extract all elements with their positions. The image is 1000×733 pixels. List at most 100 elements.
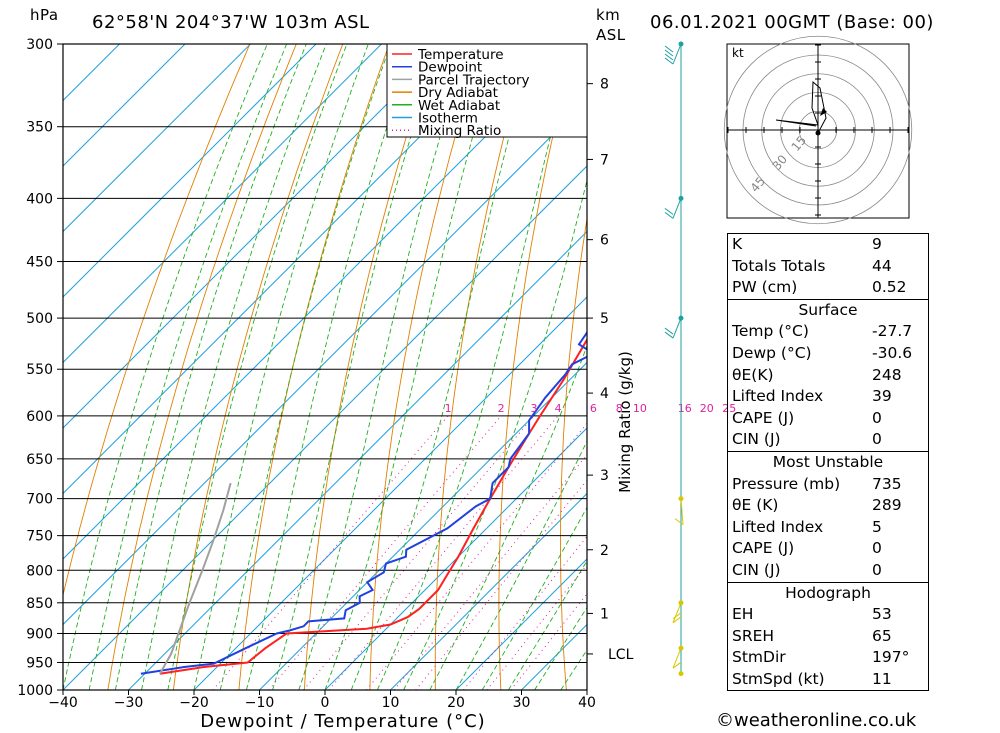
pressure-tick-label: 850 — [26, 596, 53, 612]
dry-adiabat-line — [678, 44, 714, 690]
most-unstable-label: CIN (J) — [732, 560, 781, 579]
wet-adiabat-line — [455, 440, 587, 690]
index-value: 44 — [872, 256, 892, 275]
wet-adiabat-line — [63, 44, 268, 690]
wind-barb-shaft — [680, 498, 684, 525]
wet-adiabat-line — [114, 44, 307, 690]
wind-barb-flag — [674, 518, 684, 526]
wind-barb-flag — [664, 57, 674, 65]
height-tick-label: 5 — [600, 311, 609, 327]
hodograph-label: StmDir — [732, 648, 786, 667]
wind-barb — [674, 496, 684, 526]
isotherm-line — [63, 44, 251, 233]
wind-barb — [664, 195, 684, 219]
surface-row: CAPE (J) 0 — [728, 408, 928, 430]
most-unstable-row: CAPE (J) 0 — [728, 538, 928, 560]
height-tick-label: LCL — [608, 647, 634, 663]
most-unstable-value: 735 — [872, 474, 902, 493]
dry-adiabat-line — [498, 44, 576, 690]
isotherm-line — [63, 44, 186, 167]
temperature-tick-label: −40 — [48, 695, 78, 711]
index-value: 9 — [872, 235, 882, 253]
pressure-unit-label: hPa — [30, 6, 59, 24]
most-unstable-label: θE (K) — [732, 496, 779, 515]
surface-value: 248 — [872, 365, 902, 384]
surface-row: θE(K) 248 — [728, 365, 928, 387]
x-axis-label: Dewpoint / Temperature (°C) — [200, 711, 485, 732]
most-unstable-label: CAPE (J) — [732, 539, 795, 558]
temperature-tick-label: −30 — [114, 695, 144, 711]
surface-value: -27.7 — [872, 322, 913, 341]
dry-adiabat-line — [107, 44, 297, 690]
wind-barb-shaft — [672, 43, 682, 65]
isotherm-line — [324, 427, 587, 690]
isotherm-line — [63, 44, 448, 429]
temperature-tick-label: 0 — [321, 695, 330, 711]
wet-adiabat-line — [245, 44, 416, 690]
legend-entry: Isotherm — [418, 111, 478, 127]
pressure-tick-label: 750 — [26, 529, 53, 545]
surface-value: 39 — [872, 387, 892, 406]
most-unstable-row: CIN (J) 0 — [728, 560, 928, 582]
wind-barb-shaft — [672, 317, 682, 339]
wet-adiabat-line — [298, 44, 469, 690]
wind-barb-shaft — [672, 198, 682, 219]
most-unstable-row: θE (K) 289 — [728, 495, 928, 517]
hodograph-unit-label: kt — [732, 46, 744, 60]
most-unstable-row: Lifted Index 5 — [728, 517, 928, 539]
height-tick-label: 4 — [600, 386, 609, 402]
mixing-ratio-label: 8 — [616, 402, 623, 415]
pressure-tick-label: 700 — [26, 492, 53, 508]
index-row-totals: Totals Totals 44 — [728, 256, 928, 278]
isotherm-line — [193, 296, 587, 690]
surface-value: 0 — [872, 408, 882, 427]
hodograph-row: StmDir 197° — [728, 647, 928, 669]
surface-row: Dewp (°C) -30.6 — [728, 343, 928, 365]
index-value: 0.52 — [872, 278, 907, 297]
wind-barb — [678, 671, 684, 677]
pressure-tick-label: 400 — [26, 191, 53, 207]
mixing-ratio-label: 3 — [530, 402, 537, 415]
legend-entry: Wet Adiabat — [418, 98, 500, 114]
hodograph-row: EH 53 — [728, 604, 928, 626]
location-title: 62°58'N 204°37'W 103m ASL — [92, 12, 370, 33]
wind-barb-shaft — [672, 602, 682, 623]
series-dewpoint-line — [140, 330, 587, 675]
pressure-tick-label: 900 — [26, 626, 53, 642]
legend-entry: Dry Adiabat — [418, 85, 498, 101]
height-unit-asl: ASL — [596, 26, 626, 44]
height-tick-label: 2 — [600, 543, 609, 559]
index-label: PW (cm) — [732, 278, 798, 297]
wind-barb-flag — [672, 612, 682, 620]
wet-adiabat-line — [350, 44, 535, 690]
datetime-title: 06.01.2021 00GMT (Base: 00) — [650, 12, 934, 33]
isotherm-line — [128, 230, 587, 690]
mixing-ratio-axis-label: Mixing Ratio (g/kg) — [616, 351, 634, 493]
pressure-tick-label: 350 — [26, 120, 53, 136]
hodograph-label: SREH — [732, 626, 775, 645]
pressure-tick-label: 600 — [26, 409, 53, 425]
temperature-tick-label: 20 — [447, 695, 465, 711]
surface-label: CIN (J) — [732, 430, 781, 449]
wet-adiabat-line — [272, 44, 441, 690]
copyright-link[interactable]: ©weatheronline.co.uk — [716, 710, 917, 731]
dry-adiabat-line — [992, 44, 1000, 690]
pressure-tick-label: 800 — [26, 563, 53, 579]
wind-barb-flag — [664, 53, 674, 61]
wind-barb-flag — [664, 331, 674, 339]
hodograph-section: Hodograph EH 53 SREH 65 StmDir 197° StmSpd … — [728, 581, 928, 691]
temperature-tick-label: 10 — [382, 695, 400, 711]
index-row-pw: PW (cm) 0.52 — [728, 277, 928, 299]
surface-title: Surface — [798, 300, 858, 319]
surface-value: -30.6 — [872, 343, 913, 362]
mixing-ratio-label: 10 — [633, 402, 647, 415]
pressure-tick-label: 1000 — [17, 683, 53, 699]
surface-row: Lifted Index 39 — [728, 386, 928, 408]
wind-barb-flag — [672, 616, 682, 624]
pressure-tick-label: 550 — [26, 362, 53, 378]
temperature-tick-label: −20 — [179, 695, 209, 711]
wind-barb-dot — [678, 671, 684, 677]
legend-box — [386, 43, 588, 138]
